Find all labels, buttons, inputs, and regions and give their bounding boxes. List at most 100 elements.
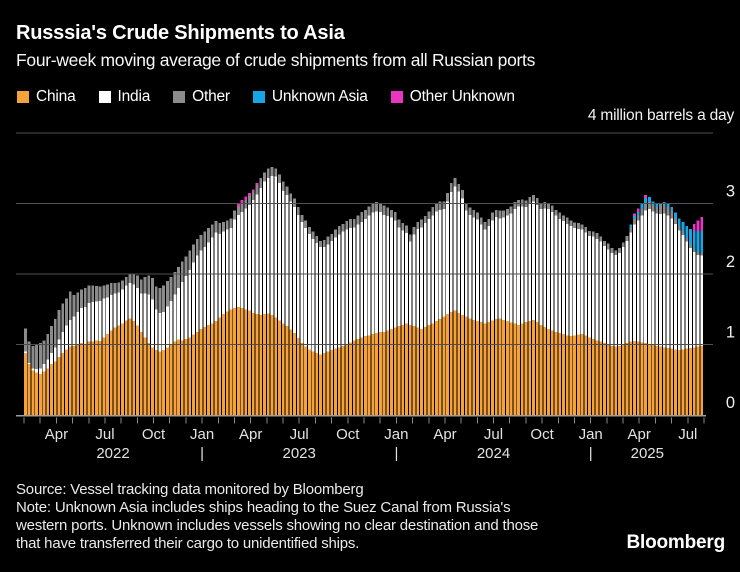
bar-segment-other [27, 341, 31, 363]
bar-segment-india [139, 293, 143, 332]
bar-segment-china [584, 335, 588, 415]
x-year-label: | [589, 445, 593, 462]
bar-segment-china [606, 344, 610, 415]
bar-segment-india [453, 186, 457, 311]
bar-segment-other-unknown [633, 213, 636, 217]
bar-segment-other [498, 210, 502, 219]
bar-segment-china [659, 346, 662, 416]
bar-segment-china [57, 357, 61, 415]
bar-segment-other [158, 288, 162, 313]
bar-segment-india [72, 316, 76, 346]
bar-segment-china [502, 319, 506, 415]
bar-segment-china [293, 333, 296, 415]
bar-segment-india [38, 368, 42, 375]
bar-segment-other [689, 244, 692, 248]
bar-segment-india [251, 199, 255, 313]
bar-segment-india [647, 209, 651, 345]
bar-segment-other [259, 178, 263, 188]
bar-segment-india [378, 211, 382, 332]
bar-segment-india [124, 285, 128, 321]
bar-segment-other [91, 285, 95, 303]
bar-segment-china [517, 324, 520, 415]
bar-segment-china [218, 317, 222, 415]
x-year-label: 2024 [477, 445, 510, 462]
bar-segment-china [416, 327, 420, 415]
bar-segment-china [113, 327, 117, 415]
bar-segment-other [263, 172, 266, 182]
bar-segment-india [76, 312, 80, 345]
y-axis-unit-note: 4 million barrels a day [587, 107, 734, 124]
bar-segment-other [625, 235, 629, 241]
bar-segment-china [412, 326, 416, 415]
bar-segment-india [184, 276, 188, 339]
bar-segment-china [405, 323, 408, 415]
bar-segment-other [132, 273, 136, 285]
footnote-line-3: that have transferred their cargo to uni… [16, 535, 360, 552]
bar-segment-india [636, 220, 640, 342]
bar-segment-china [311, 351, 315, 415]
bar-segment-india [420, 227, 423, 329]
footnote-line-1: Note: Unknown Asia includes ships headin… [16, 499, 511, 516]
bar-segment-india [621, 247, 625, 345]
bar-segment-india [674, 223, 677, 350]
bar-segment-other [330, 233, 334, 241]
bar-segment-china [476, 321, 479, 416]
legend-label-other: Other [192, 88, 230, 105]
bar-segment-unknown-asia [666, 204, 670, 208]
bar-segment-china [102, 337, 106, 415]
bar-segment-china [588, 337, 591, 415]
bar-segment-other [307, 226, 311, 234]
bar-segment-china [423, 326, 427, 416]
legend-item-other: Other [173, 88, 230, 106]
bar-segment-india [281, 190, 285, 324]
bar-segment-unknown-asia [681, 221, 685, 231]
bar-segment-other [289, 193, 293, 202]
bar-segment-china [210, 323, 214, 415]
bar-segment-other [173, 271, 177, 295]
bar-segment-india [610, 252, 614, 346]
bar-segment-other [591, 231, 595, 237]
bar-segment-india [651, 211, 655, 346]
bar-segment-other [356, 215, 360, 225]
bar-segment-other [136, 275, 139, 289]
bar-segment-other [80, 289, 83, 308]
bar-segment-other [647, 202, 651, 210]
bar-segment-india [229, 228, 233, 310]
x-year-label: 2025 [631, 445, 664, 462]
bar-segment-china [68, 346, 72, 416]
bar-segment-india [322, 247, 326, 353]
bar-segment-other [655, 206, 659, 214]
bar-segment-china [543, 326, 547, 416]
bar-segment-other [207, 228, 210, 243]
bar-segment-china [263, 314, 266, 415]
bar-segment-china [207, 324, 210, 415]
bar-segment-india [158, 312, 162, 352]
legend: China India Other Unknown Asia Other Unk… [17, 88, 515, 106]
bar-segment-other [618, 247, 621, 253]
bar-segment-india [367, 215, 371, 336]
bar-segment-china [692, 347, 696, 415]
bar-segment-other [670, 210, 674, 219]
bar-segment-other [147, 275, 151, 295]
bar-segment-other [203, 231, 207, 248]
legend-swatch-india [98, 91, 111, 103]
bar-segment-other [543, 202, 547, 209]
chart-subtitle: Four-week moving average of crude shipme… [16, 50, 536, 70]
bar-segment-india [696, 254, 700, 347]
bar-segment-other-unknown [255, 183, 259, 186]
bar-segment-india [472, 217, 476, 320]
bar-segment-india [214, 232, 218, 322]
bar-segment-china [98, 340, 102, 415]
bar-segment-other [322, 240, 326, 248]
bar-segment-other [700, 253, 704, 256]
bar-segment-other [427, 211, 431, 219]
bar-segment-other [535, 197, 539, 205]
bar-segment-china [184, 338, 188, 415]
bar-segment-china [300, 343, 304, 415]
bar-segment-other [457, 183, 461, 192]
bar-segment-other [423, 216, 427, 224]
bar-segment-china [240, 307, 244, 415]
bar-segment-other [117, 282, 121, 293]
x-month-label: Apr [628, 426, 651, 443]
bar-segment-china [169, 344, 173, 415]
